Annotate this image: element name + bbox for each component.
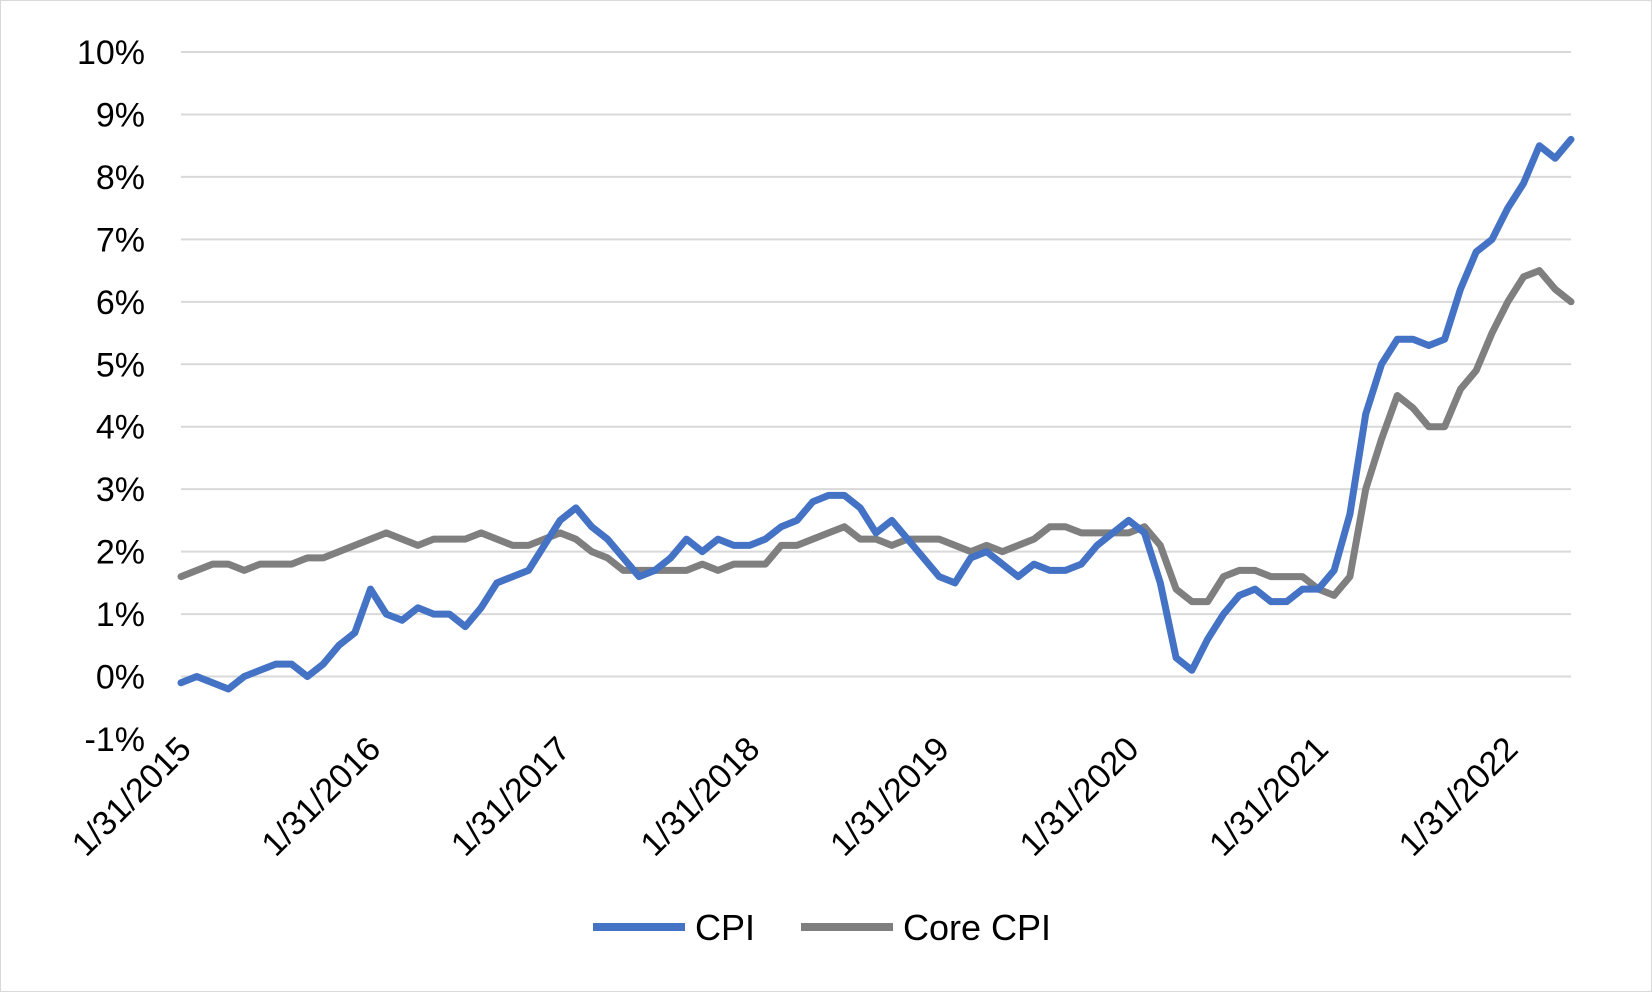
- y-tick-label: 4%: [96, 409, 145, 447]
- series-lines: [177, 135, 1575, 693]
- x-tick-label: 1/31/2019: [823, 730, 957, 864]
- series-line-cpi: [177, 135, 1575, 693]
- y-tick-label: 0%: [96, 659, 145, 697]
- y-tick-label: 10%: [77, 34, 145, 72]
- x-tick-label: 1/31/2020: [1013, 730, 1147, 864]
- y-tick-label: 2%: [96, 534, 145, 572]
- series-line-core-cpi: [177, 267, 1575, 606]
- x-axis-ticks: 1/31/2015 1/31/2016 1/31/2017 1/31/2018 1/31…: [65, 730, 1526, 864]
- legend-label-cpi: CPI: [695, 907, 755, 948]
- gridlines: [181, 51, 1571, 678]
- x-tick-label: 1/31/2018: [633, 730, 767, 864]
- y-tick-label: 7%: [96, 221, 145, 259]
- y-tick-label: 8%: [96, 159, 145, 197]
- y-tick-label: 6%: [96, 284, 145, 322]
- y-axis-ticks: -1% 0% 1% 2% 3% 4% 5% 6% 7% 8% 9% 10%: [77, 34, 145, 759]
- x-tick-label: 1/31/2022: [1392, 730, 1526, 864]
- y-tick-label: 9%: [96, 96, 145, 134]
- legend-label-core-cpi: Core CPI: [903, 907, 1051, 948]
- x-tick-label: 1/31/2017: [444, 730, 578, 864]
- x-tick-label: 1/31/2021: [1202, 730, 1336, 864]
- legend: CPI Core CPI: [593, 907, 1051, 948]
- y-tick-label: 3%: [96, 471, 145, 509]
- y-tick-label: 5%: [96, 346, 145, 384]
- y-tick-label: 1%: [96, 596, 145, 634]
- x-tick-label: 1/31/2016: [254, 730, 388, 864]
- y-tick-label: -1%: [85, 721, 145, 759]
